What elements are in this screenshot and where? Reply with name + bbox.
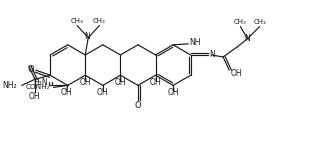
Text: OH: OH xyxy=(150,78,161,87)
Text: OH: OH xyxy=(61,88,72,97)
Text: NH₂: NH₂ xyxy=(2,81,17,90)
Text: N: N xyxy=(209,50,215,59)
Text: OH: OH xyxy=(97,88,109,97)
Text: N: N xyxy=(245,34,250,43)
Text: CONH₂: CONH₂ xyxy=(25,84,50,90)
Text: OH: OH xyxy=(115,78,126,87)
Text: CH₃: CH₃ xyxy=(93,18,106,24)
Text: N: N xyxy=(84,32,90,41)
Text: O: O xyxy=(135,101,141,110)
Text: H₂N: H₂N xyxy=(33,78,48,87)
Text: NH: NH xyxy=(189,38,200,47)
Text: OH: OH xyxy=(230,69,242,78)
Text: O: O xyxy=(28,65,34,74)
Text: OH: OH xyxy=(80,78,91,87)
Text: OH: OH xyxy=(167,88,179,97)
Text: CH₃: CH₃ xyxy=(253,19,266,25)
Text: CH₃: CH₃ xyxy=(234,19,247,25)
Text: OH: OH xyxy=(29,92,41,101)
Text: CH₃: CH₃ xyxy=(71,18,83,24)
